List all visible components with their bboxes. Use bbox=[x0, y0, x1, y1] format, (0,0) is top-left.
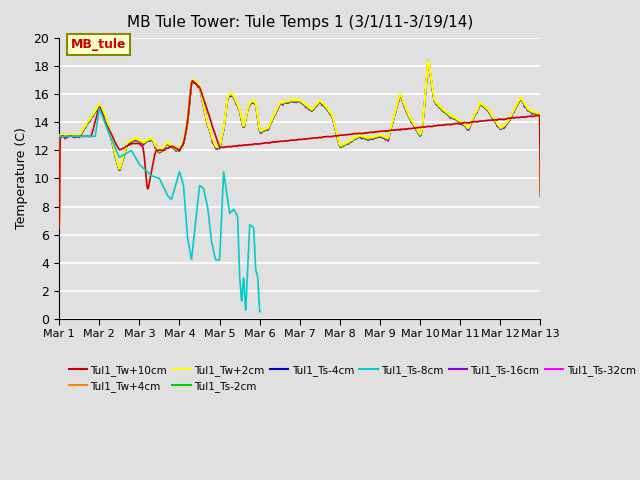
Tul1_Ts-16cm bbox=[424, 59, 432, 64]
Tul1_Ts-2cm bbox=[108, 138, 116, 144]
Tul1_Ts-4cm bbox=[108, 138, 116, 144]
Tul1_Ts-32cm bbox=[108, 138, 116, 144]
Tul1_Ts-2cm bbox=[68, 133, 76, 139]
Text: MB_tule: MB_tule bbox=[71, 38, 127, 51]
Tul1_Tw+4cm bbox=[122, 147, 129, 153]
Tul1_Ts-4cm bbox=[92, 108, 100, 113]
Tul1_Tw+10cm bbox=[274, 139, 282, 144]
Tul1_Ts-16cm bbox=[55, 225, 63, 230]
Line: Tul1_Ts-16cm: Tul1_Ts-16cm bbox=[59, 61, 540, 228]
Tul1_Ts-32cm bbox=[68, 133, 76, 139]
Title: MB Tule Tower: Tule Temps 1 (3/1/11-3/19/14): MB Tule Tower: Tule Temps 1 (3/1/11-3/19… bbox=[127, 15, 473, 30]
Tul1_Tw+4cm bbox=[463, 125, 471, 131]
Tul1_Tw+2cm bbox=[463, 124, 471, 130]
Tul1_Ts-32cm bbox=[424, 58, 432, 64]
Tul1_Ts-32cm bbox=[463, 126, 471, 132]
Tul1_Tw+2cm bbox=[424, 58, 432, 64]
Tul1_Ts-4cm bbox=[536, 189, 544, 194]
Tul1_Tw+4cm bbox=[92, 107, 100, 113]
Line: Tul1_Ts-32cm: Tul1_Ts-32cm bbox=[59, 61, 540, 228]
Tul1_Ts-8cm bbox=[256, 309, 264, 315]
Tul1_Tw+10cm bbox=[122, 144, 129, 150]
Tul1_Ts-16cm bbox=[108, 138, 116, 144]
Tul1_Tw+10cm bbox=[463, 120, 471, 126]
Tul1_Tw+4cm bbox=[55, 225, 63, 230]
Line: Tul1_Ts-8cm: Tul1_Ts-8cm bbox=[59, 108, 260, 312]
Tul1_Tw+2cm bbox=[68, 132, 76, 138]
Tul1_Ts-32cm bbox=[55, 225, 63, 230]
Tul1_Ts-8cm bbox=[257, 309, 264, 315]
Tul1_Ts-4cm bbox=[122, 148, 129, 154]
Tul1_Tw+10cm bbox=[189, 78, 196, 84]
Tul1_Ts-2cm bbox=[55, 225, 63, 230]
Tul1_Ts-8cm bbox=[95, 106, 103, 111]
Tul1_Tw+4cm bbox=[68, 133, 76, 139]
Tul1_Tw+10cm bbox=[536, 194, 544, 200]
Tul1_Ts-8cm bbox=[204, 202, 211, 208]
Tul1_Ts-32cm bbox=[274, 104, 282, 110]
Legend: Tul1_Tw+10cm, Tul1_Tw+4cm, Tul1_Tw+2cm, Tul1_Ts-2cm, Tul1_Ts-4cm, Tul1_Ts-8cm, T: Tul1_Tw+10cm, Tul1_Tw+4cm, Tul1_Tw+2cm, … bbox=[65, 360, 640, 396]
Tul1_Tw+4cm bbox=[424, 59, 432, 65]
Tul1_Ts-4cm bbox=[55, 225, 63, 230]
Tul1_Tw+2cm bbox=[55, 224, 63, 230]
Tul1_Ts-4cm bbox=[68, 133, 76, 139]
Tul1_Tw+10cm bbox=[92, 115, 100, 120]
Tul1_Ts-16cm bbox=[274, 105, 282, 111]
Tul1_Ts-2cm bbox=[92, 108, 100, 113]
Tul1_Ts-2cm bbox=[463, 125, 471, 131]
Tul1_Ts-8cm bbox=[77, 133, 85, 139]
Tul1_Ts-2cm bbox=[122, 148, 129, 154]
Tul1_Tw+10cm bbox=[108, 132, 116, 138]
Tul1_Ts-8cm bbox=[257, 309, 264, 315]
Tul1_Tw+10cm bbox=[55, 225, 63, 230]
Tul1_Tw+2cm bbox=[92, 106, 100, 112]
Tul1_Ts-16cm bbox=[536, 180, 544, 185]
Tul1_Tw+2cm bbox=[536, 188, 544, 193]
Tul1_Ts-32cm bbox=[92, 108, 100, 114]
Tul1_Ts-2cm bbox=[274, 106, 282, 111]
Tul1_Ts-8cm bbox=[182, 206, 189, 212]
Tul1_Ts-8cm bbox=[142, 168, 150, 173]
Tul1_Tw+2cm bbox=[274, 104, 282, 110]
Line: Tul1_Tw+4cm: Tul1_Tw+4cm bbox=[59, 62, 540, 228]
Tul1_Ts-8cm bbox=[55, 133, 63, 139]
Y-axis label: Temperature (C): Temperature (C) bbox=[15, 128, 28, 229]
Tul1_Ts-32cm bbox=[536, 180, 544, 185]
Tul1_Tw+4cm bbox=[274, 105, 282, 110]
Line: Tul1_Ts-4cm: Tul1_Ts-4cm bbox=[59, 63, 540, 228]
Tul1_Tw+10cm bbox=[68, 133, 76, 139]
Tul1_Ts-32cm bbox=[122, 147, 129, 153]
Tul1_Ts-2cm bbox=[536, 189, 544, 194]
Tul1_Ts-4cm bbox=[274, 106, 282, 111]
Tul1_Ts-4cm bbox=[424, 60, 432, 66]
Tul1_Ts-16cm bbox=[463, 126, 471, 132]
Tul1_Ts-8cm bbox=[166, 195, 174, 201]
Tul1_Tw+2cm bbox=[108, 137, 116, 143]
Tul1_Tw+4cm bbox=[108, 137, 116, 143]
Tul1_Ts-4cm bbox=[463, 125, 471, 131]
Line: Tul1_Tw+2cm: Tul1_Tw+2cm bbox=[59, 61, 540, 227]
Tul1_Ts-16cm bbox=[92, 108, 100, 114]
Line: Tul1_Ts-2cm: Tul1_Ts-2cm bbox=[59, 62, 540, 228]
Tul1_Ts-16cm bbox=[122, 147, 129, 153]
Tul1_Tw+2cm bbox=[122, 146, 129, 152]
Tul1_Ts-2cm bbox=[424, 60, 432, 65]
Tul1_Ts-16cm bbox=[68, 133, 76, 139]
Tul1_Tw+4cm bbox=[536, 188, 544, 194]
Line: Tul1_Tw+10cm: Tul1_Tw+10cm bbox=[59, 81, 540, 228]
